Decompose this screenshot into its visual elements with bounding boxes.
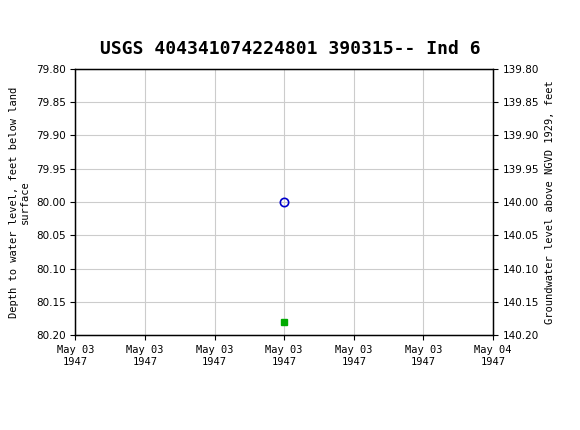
Y-axis label: Depth to water level, feet below land
surface: Depth to water level, feet below land su… [9, 86, 30, 318]
Y-axis label: Groundwater level above NGVD 1929, feet: Groundwater level above NGVD 1929, feet [545, 80, 555, 324]
Text: USGS 404341074224801 390315-- Ind 6: USGS 404341074224801 390315-- Ind 6 [100, 40, 480, 58]
Legend: Period of approved data: Period of approved data [197, 428, 371, 430]
Text: ≡USGS: ≡USGS [12, 16, 78, 36]
